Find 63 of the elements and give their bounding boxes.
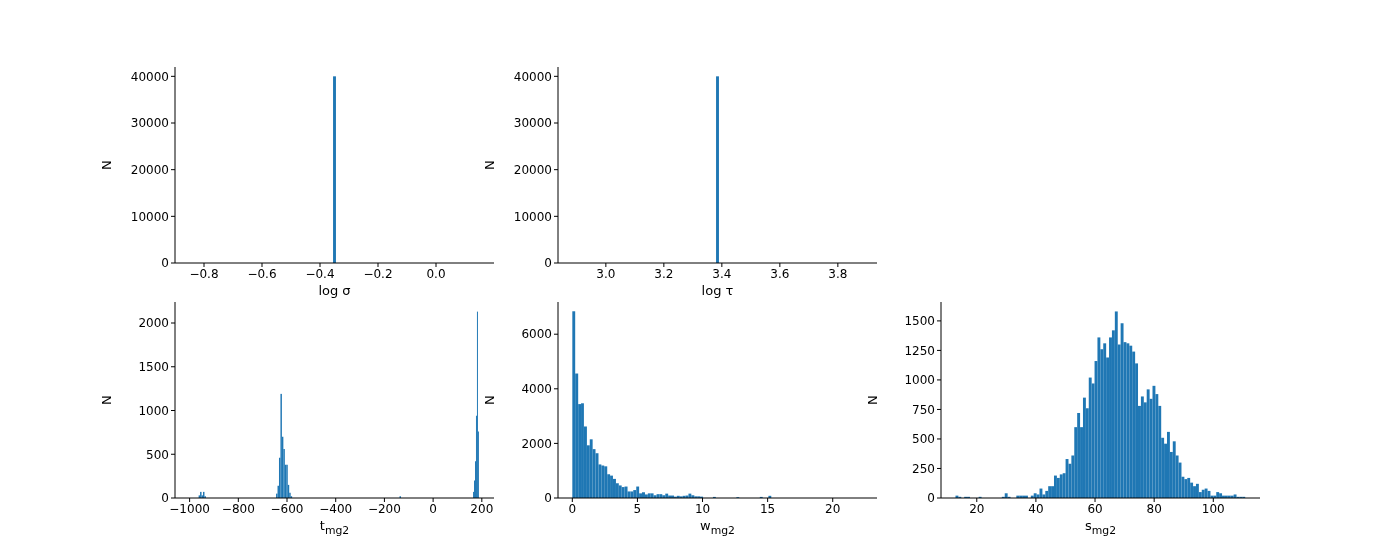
y-tick-label: 1000 (138, 403, 169, 418)
x-tick-label: −600 (270, 501, 304, 516)
x-tick-label: −0.4 (305, 266, 335, 281)
x-axis-title: t$_{mg2}$ (318, 518, 351, 539)
y-axis-title: N (482, 159, 498, 172)
x-tick-label: −400 (319, 501, 353, 516)
y-tick-label: 2000 (138, 316, 169, 331)
y-tick-label: 750 (912, 402, 935, 417)
y-tick-label: 0 (161, 491, 169, 506)
x-tick-label: 0 (568, 501, 577, 516)
y-tick-label: 40000 (513, 69, 552, 84)
x-tick-label: 3.0 (596, 266, 616, 281)
x-tick-label: 10 (694, 501, 711, 516)
x-tick-label: 3.6 (770, 266, 790, 281)
y-tick-label: 30000 (130, 116, 169, 131)
y-tick-label: 6000 (521, 327, 552, 342)
x-tick-label: 60 (1087, 501, 1103, 516)
y-tick-label: 30000 (513, 116, 552, 131)
x-axis-title: s$_{mg2}$ (1083, 518, 1118, 539)
y-axis-title: N (99, 394, 115, 407)
x-tick-label: 20 (825, 501, 841, 516)
x-axis-title: log τ (700, 283, 735, 299)
y-tick-label: 0 (927, 491, 935, 506)
y-tick-label: 1250 (904, 343, 935, 358)
x-tick-label: −0.8 (189, 266, 219, 281)
x-tick-label: 3.2 (654, 266, 674, 281)
x-tick-label: 80 (1146, 501, 1162, 516)
x-tick-label: 0 (429, 501, 437, 516)
x-tick-label: 0.0 (426, 266, 446, 281)
y-tick-label: 40000 (130, 69, 169, 84)
y-axis-title: N (482, 394, 498, 407)
x-tick-label: −1000 (169, 501, 210, 516)
y-tick-label: 500 (912, 432, 935, 447)
y-tick-label: 250 (912, 461, 935, 476)
y-tick-label: 1500 (138, 360, 169, 375)
y-tick-label: 10000 (513, 209, 552, 224)
x-tick-label: 5 (633, 501, 642, 516)
x-tick-label: 15 (759, 501, 776, 516)
x-tick-label: 20 (969, 501, 985, 516)
x-tick-label: 40 (1028, 501, 1044, 516)
x-tick-label: −0.6 (247, 266, 277, 281)
x-tick-label: 100 (1201, 501, 1225, 516)
y-tick-label: 4000 (521, 382, 552, 397)
y-tick-label: 20000 (513, 162, 552, 177)
x-tick-label: 200 (470, 501, 494, 516)
y-tick-label: 10000 (130, 209, 169, 224)
y-tick-label: 1000 (904, 373, 935, 388)
y-axis-title: N (99, 159, 115, 172)
x-tick-label: 3.4 (712, 266, 732, 281)
x-axis-title: w$_{mg2}$ (699, 518, 736, 539)
x-tick-label: −800 (221, 501, 255, 516)
y-tick-label: 500 (146, 447, 169, 462)
y-tick-label: 1500 (904, 314, 935, 329)
y-tick-label: 0 (544, 256, 552, 271)
x-tick-label: 3.8 (828, 266, 848, 281)
x-tick-label: −200 (367, 501, 401, 516)
x-tick-label: −0.2 (363, 266, 393, 281)
y-tick-label: 20000 (130, 162, 169, 177)
x-axis-title: log σ (317, 283, 352, 299)
y-tick-label: 0 (161, 256, 169, 271)
y-axis-title: N (865, 394, 881, 407)
y-tick-label: 0 (544, 491, 552, 506)
y-tick-label: 2000 (521, 436, 552, 451)
